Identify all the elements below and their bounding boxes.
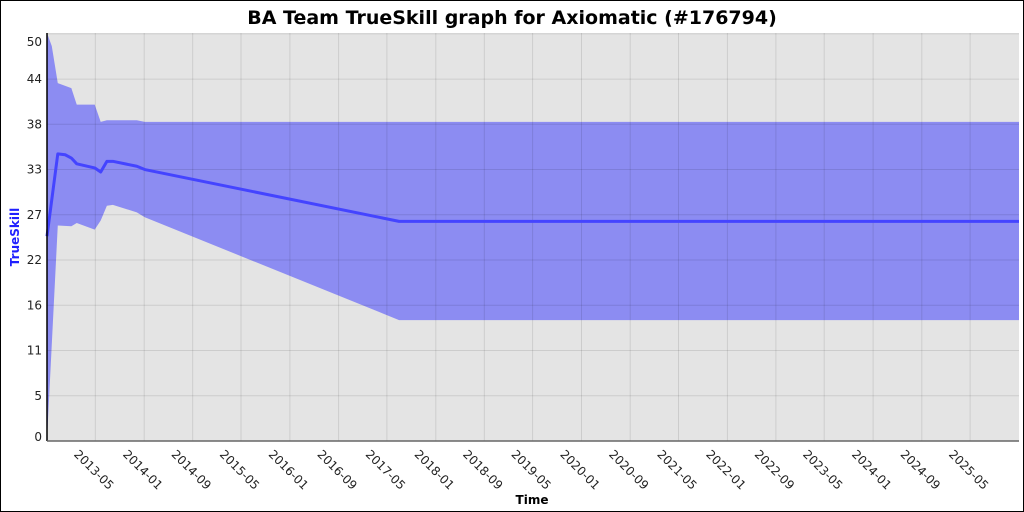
y-tick-label: 5 bbox=[34, 389, 42, 403]
y-tick-label: 16 bbox=[27, 298, 42, 312]
y-tick-label: 44 bbox=[27, 72, 42, 86]
x-axis-label: Time bbox=[516, 493, 549, 507]
mean-trueskill-line bbox=[45, 152, 1019, 237]
y-tick-label: 11 bbox=[27, 344, 42, 358]
y-tick-label: 33 bbox=[27, 163, 42, 177]
uncertainty-band bbox=[47, 33, 1019, 440]
y-tick-label: 38 bbox=[27, 117, 42, 131]
y-tick-label: 50 bbox=[27, 35, 42, 49]
chart-title: BA Team TrueSkill graph for Axiomatic (#… bbox=[247, 7, 777, 29]
uncertainty-band-layer bbox=[47, 33, 1019, 440]
y-tick-label: 0 bbox=[34, 430, 42, 444]
grid-layer bbox=[47, 33, 1019, 442]
y-tick-labels: 0 5 11 16 22 27 33 38 44 50 bbox=[27, 35, 42, 444]
y-tick-label: 22 bbox=[27, 253, 42, 267]
mean-line-layer bbox=[45, 152, 1019, 237]
y-axis-label: TrueSkill bbox=[8, 208, 22, 266]
y-tick-label: 27 bbox=[27, 208, 42, 222]
